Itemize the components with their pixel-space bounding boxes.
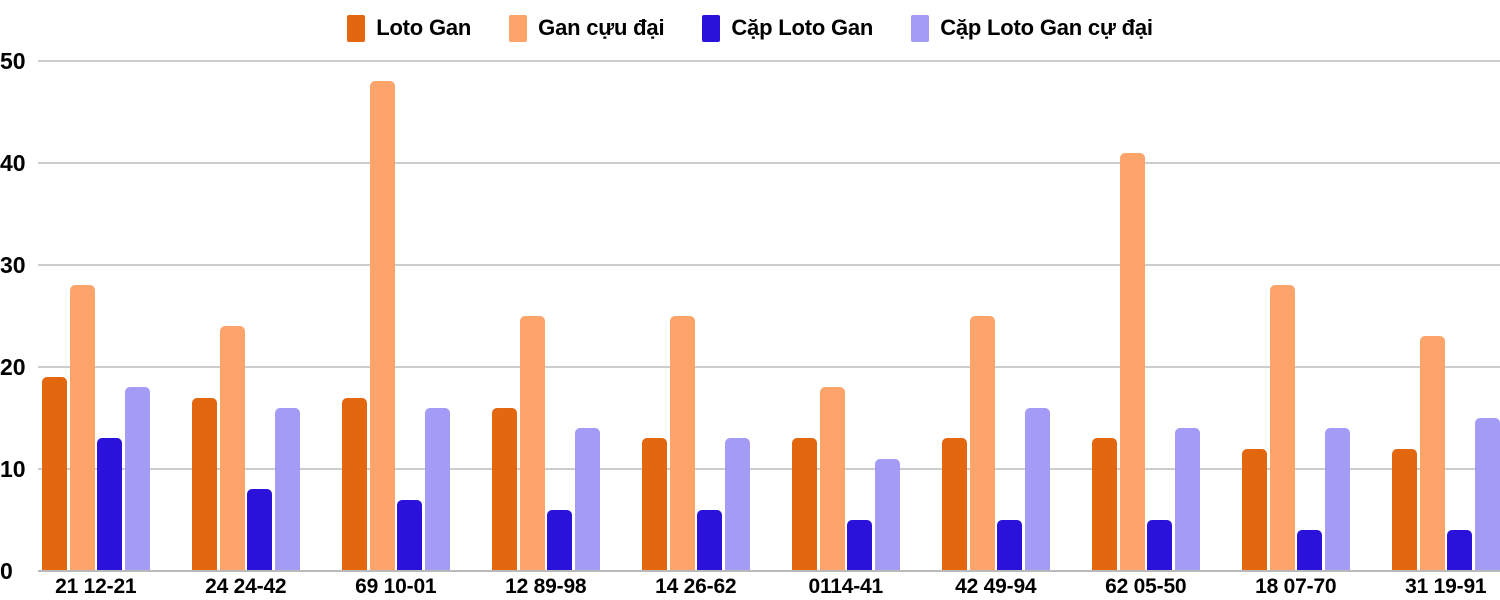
y-tick-label: 30 (0, 252, 26, 278)
bar (97, 438, 122, 571)
bar (669, 316, 695, 571)
legend-label: Loto Gan (376, 15, 472, 40)
bar (1147, 520, 1172, 571)
bar (274, 407, 300, 571)
bar (1392, 448, 1417, 571)
legend-label: Cặp Loto Gan (731, 15, 874, 40)
bar (1174, 428, 1200, 571)
bar (1119, 152, 1145, 571)
legend-swatch-icon (702, 14, 721, 42)
bar (397, 499, 422, 571)
y-tick-label: 10 (0, 456, 26, 482)
bar (192, 397, 217, 571)
x-category-label: 14 26-62 (655, 575, 737, 598)
bar (1297, 530, 1322, 571)
legend-label: Cặp Loto Gan cự đại (940, 15, 1153, 40)
y-tick-label: 50 (0, 48, 26, 74)
bar (819, 387, 845, 571)
bar (574, 428, 600, 571)
bar (342, 397, 367, 571)
bar (942, 438, 967, 571)
legend-item: Loto Gan (347, 14, 472, 42)
x-category-label: 62 05-50 (1105, 575, 1187, 598)
x-category-label: 31 19-91 (1405, 575, 1487, 598)
bar (874, 458, 900, 571)
bar (124, 387, 150, 571)
bar (42, 377, 67, 571)
gridline (38, 162, 1500, 164)
bar (219, 326, 245, 571)
bar (424, 407, 450, 571)
bar (792, 438, 817, 571)
legend-item: Cặp Loto Gan (702, 14, 874, 42)
bar (997, 520, 1022, 571)
bar (1474, 418, 1500, 571)
bar (1269, 285, 1295, 571)
bar (69, 285, 95, 571)
gridline (38, 60, 1500, 62)
gridline (38, 264, 1500, 266)
x-category-label: 24 24-42 (205, 575, 287, 598)
bar (1419, 336, 1445, 571)
legend-label: Gan cựu đại (538, 15, 665, 40)
bar (247, 489, 272, 571)
x-category-label: 12 89-98 (505, 575, 587, 598)
bar (697, 509, 722, 571)
bar (969, 316, 995, 571)
y-tick-label: 0 (0, 558, 13, 584)
legend-swatch-icon (347, 14, 366, 42)
bar (1324, 428, 1350, 571)
x-category-label: 69 10-01 (355, 575, 437, 598)
legend-item: Cặp Loto Gan cự đại (911, 14, 1153, 42)
gridline (38, 366, 1500, 368)
bar (1447, 530, 1472, 571)
legend-swatch-icon (509, 14, 528, 42)
bar (492, 407, 517, 571)
bar (1242, 448, 1267, 571)
x-category-label: 18 07-70 (1255, 575, 1337, 598)
x-axis-baseline (38, 570, 1500, 572)
bar (369, 81, 395, 571)
x-category-label: 42 49-94 (955, 575, 1037, 598)
x-category-label: 0114-41 (808, 575, 883, 598)
y-tick-label: 40 (0, 150, 26, 176)
legend-swatch-icon (911, 14, 930, 42)
x-category-label: 21 12-21 (55, 575, 137, 598)
bar (547, 509, 572, 571)
y-tick-label: 20 (0, 354, 26, 380)
bar (642, 438, 667, 571)
bar (1092, 438, 1117, 571)
legend-item: Gan cựu đại (509, 14, 665, 42)
chart-legend: Loto Gan Gan cựu đại Cặp Loto Gan Cặp Loto … (0, 8, 1500, 48)
bar (519, 316, 545, 571)
gridline (38, 468, 1500, 470)
bar (724, 438, 750, 571)
bar (1024, 407, 1050, 571)
bar (847, 520, 872, 571)
